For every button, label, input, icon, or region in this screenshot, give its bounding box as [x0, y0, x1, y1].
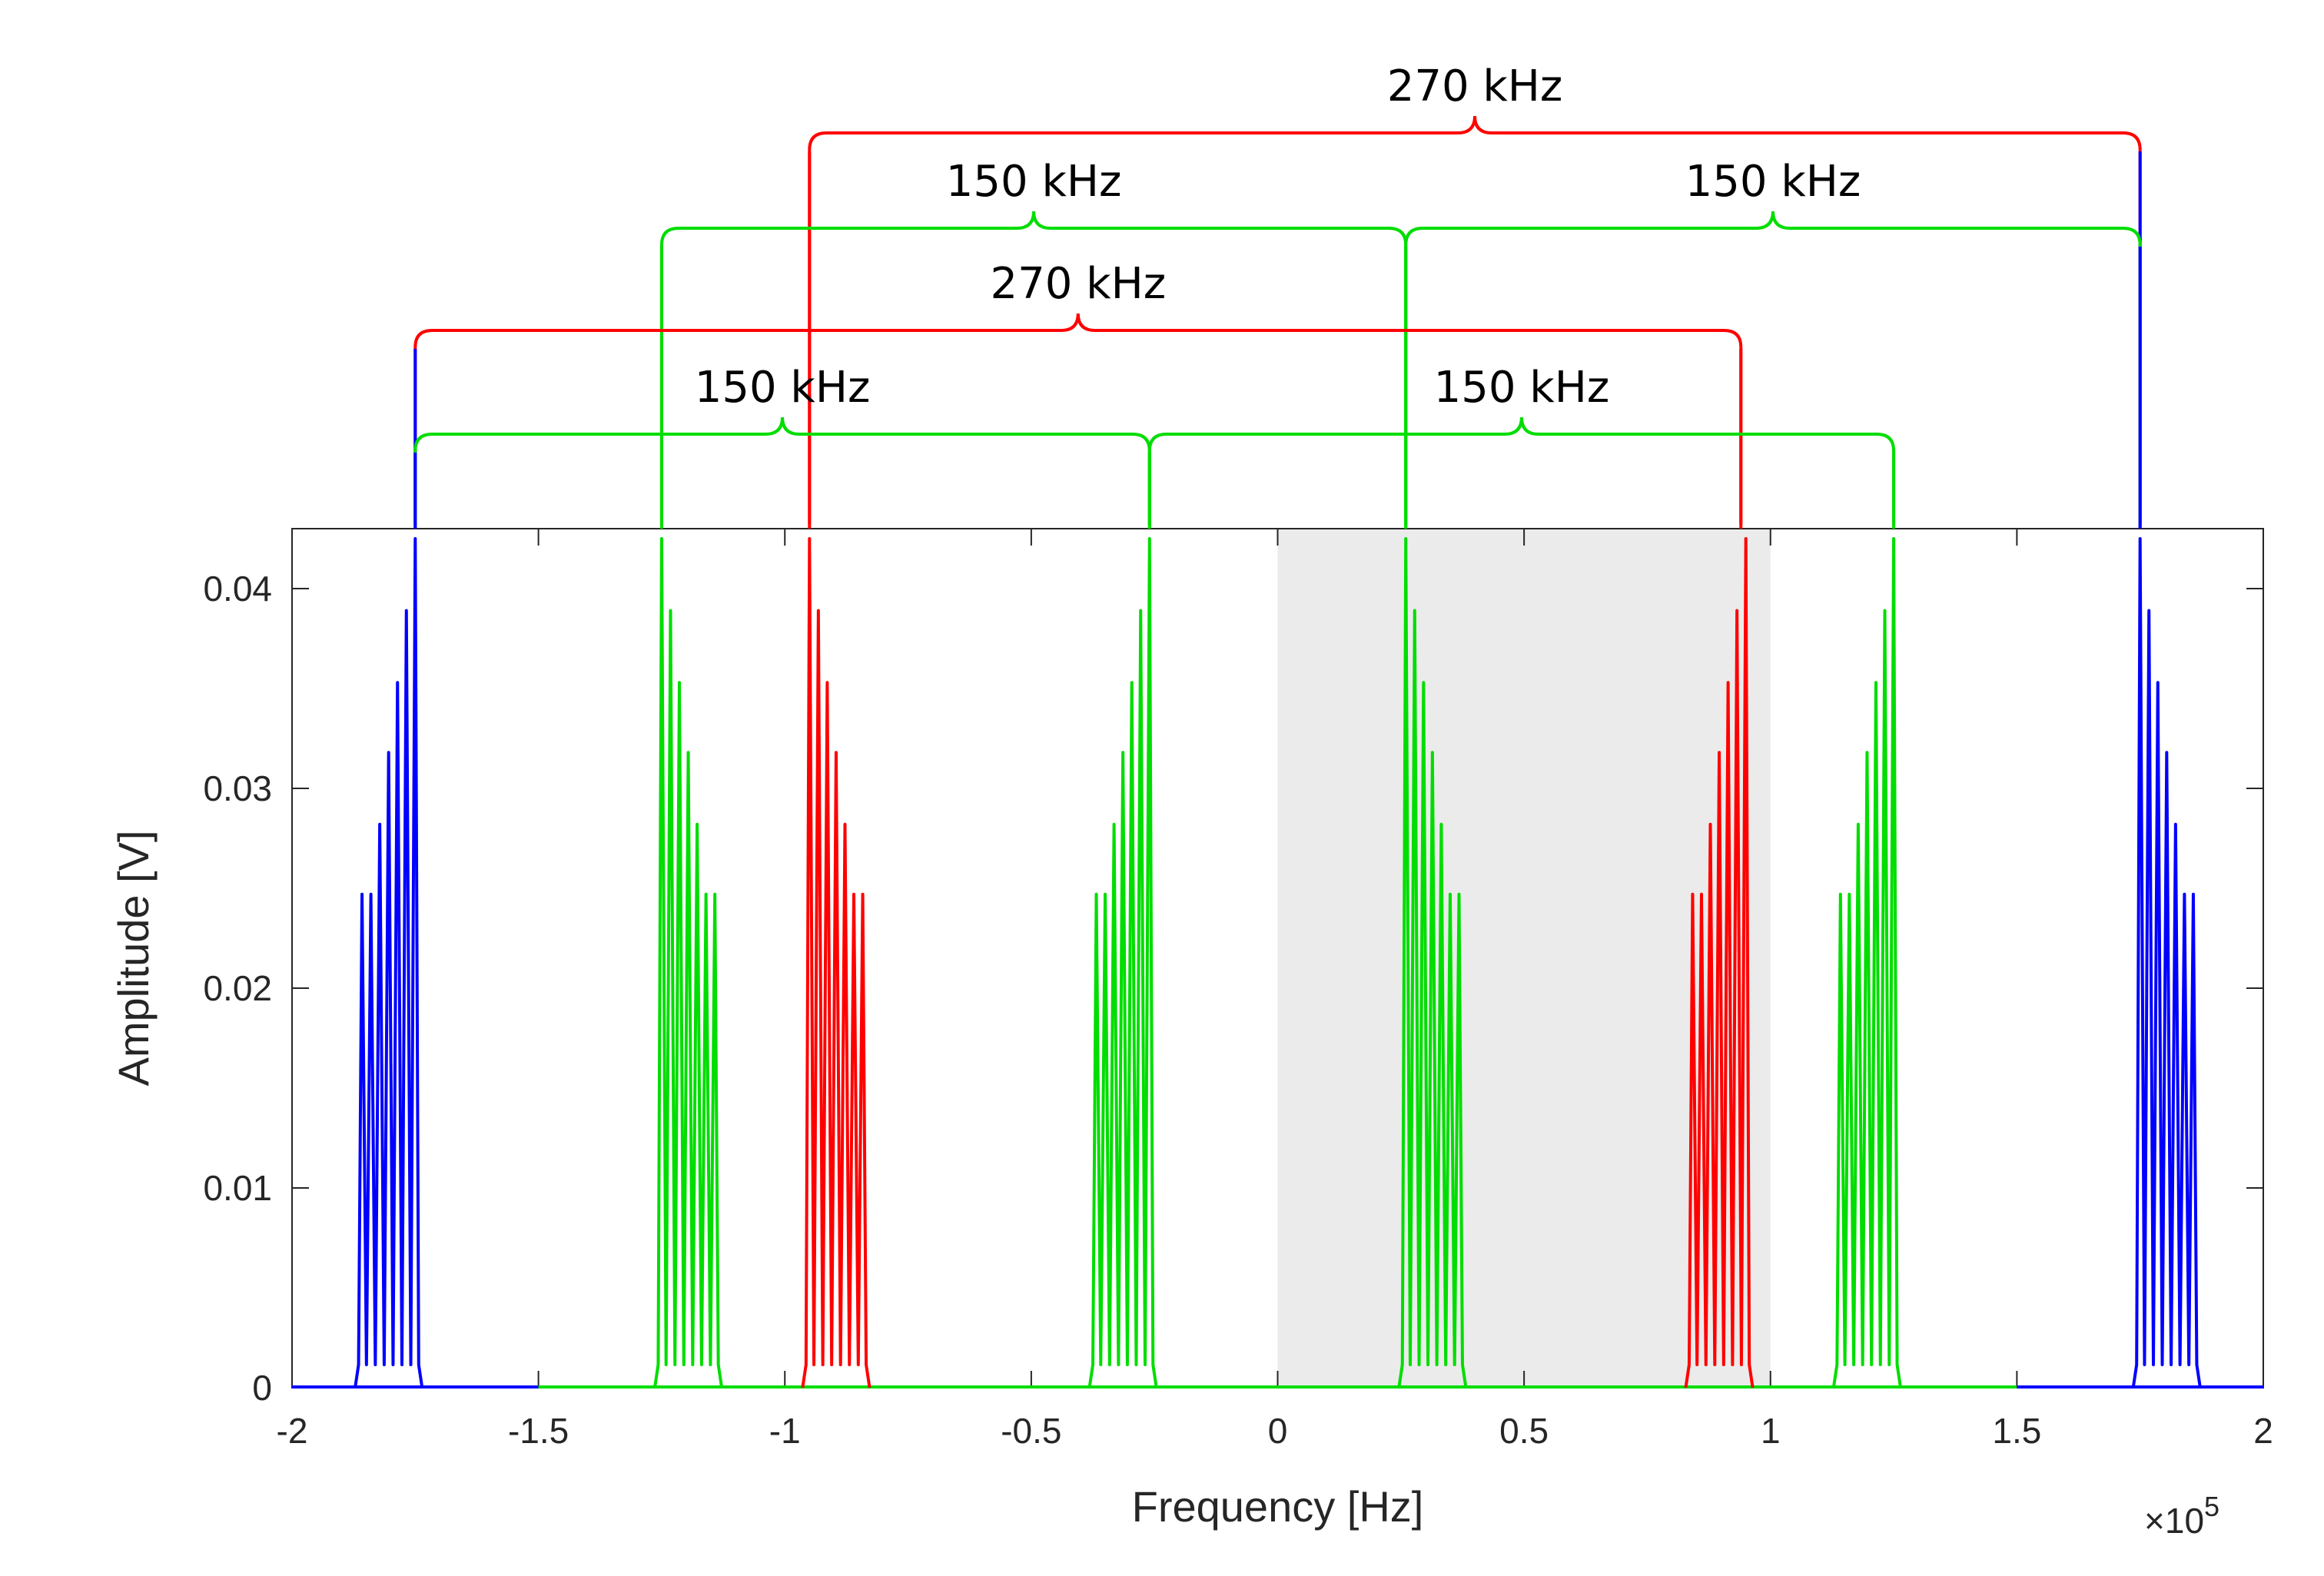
bracket-label: 150 kHz — [695, 363, 871, 413]
spectral-peak — [388, 752, 390, 753]
bracket-label: 150 kHz — [946, 157, 1122, 207]
spectral-peak — [1884, 610, 1886, 612]
spectral-peak — [2166, 752, 2167, 753]
bracket-3 — [413, 313, 1743, 524]
bracket-label: 270 kHz — [1387, 61, 1563, 111]
x-tick-label: 1.5 — [1992, 1411, 2041, 1451]
y-tick-label: 0 — [252, 1368, 272, 1408]
x-axis-multiplier-exponent: 5 — [2204, 1491, 2219, 1522]
x-axis-multiplier: ×105 — [2144, 1491, 2219, 1541]
x-tick-label: -2 — [277, 1411, 308, 1451]
spectral-peak — [1866, 752, 1868, 753]
x-tick-label: -1.5 — [508, 1411, 569, 1451]
spectral-peak — [688, 752, 689, 753]
annotation-layer: 270 kHz 150 kHz 150 kHz 270 kHz 150 kHz 150 k… — [413, 61, 2142, 529]
spectral-peak — [1432, 752, 1433, 753]
bracket-label: 150 kHz — [1685, 157, 1861, 207]
spectral-peak — [1736, 610, 1738, 612]
y-tick-label: 0.01 — [203, 1168, 272, 1208]
x-axis-label: Frequency [Hz] — [1132, 1482, 1424, 1531]
shaded-band — [1277, 529, 1771, 1388]
spectral-peak — [1140, 610, 1141, 612]
x-tick-label: -0.5 — [1001, 1411, 1061, 1451]
x-tick-label: -1 — [769, 1411, 801, 1451]
spectral-peak — [835, 752, 837, 753]
y-tick-label: 0.03 — [203, 768, 272, 808]
bracket-1 — [659, 211, 1408, 524]
x-axis-multiplier-base: ×10 — [2144, 1501, 2204, 1541]
spectral-peak — [669, 610, 671, 612]
tick-label-layer: -2 -1.5 -1 -0.5 0 0.5 1 1.5 2 0 0.01 0.02 0.03 0.04 — [203, 569, 2273, 1451]
spectral-peak — [1875, 682, 1877, 683]
y-tick-label: 0.02 — [203, 968, 272, 1008]
spectral-peak — [2157, 682, 2159, 683]
bracket-label: 270 kHz — [990, 259, 1166, 309]
y-tick-label: 0.04 — [203, 569, 272, 609]
bracket-5 — [1147, 416, 1896, 524]
x-tick-label: 0.5 — [1499, 1411, 1549, 1451]
spectral-peak — [1122, 752, 1124, 753]
bracket-label: 150 kHz — [1434, 363, 1610, 413]
y-axis-label: Amplitude [V] — [109, 830, 158, 1086]
bracket-4 — [413, 416, 1151, 524]
spectral-peak — [1414, 610, 1416, 612]
bracket-2 — [1404, 211, 2142, 524]
spectral-peak — [406, 610, 407, 612]
spectral-peak — [2148, 610, 2150, 612]
spectral-peak — [1718, 752, 1720, 753]
spectral-peak — [1423, 682, 1424, 683]
bracket-0 — [808, 115, 2142, 524]
spectral-peak — [1131, 682, 1133, 683]
spectral-peak — [826, 682, 828, 683]
spectral-peak — [397, 682, 398, 683]
x-tick-label: 1 — [1761, 1411, 1781, 1451]
x-tick-label: 0 — [1268, 1411, 1288, 1451]
shaded-region-layer — [1277, 529, 1771, 1388]
x-tick-label: 2 — [2253, 1411, 2273, 1451]
spectral-peak — [679, 682, 680, 683]
series-layer — [292, 537, 2263, 1389]
